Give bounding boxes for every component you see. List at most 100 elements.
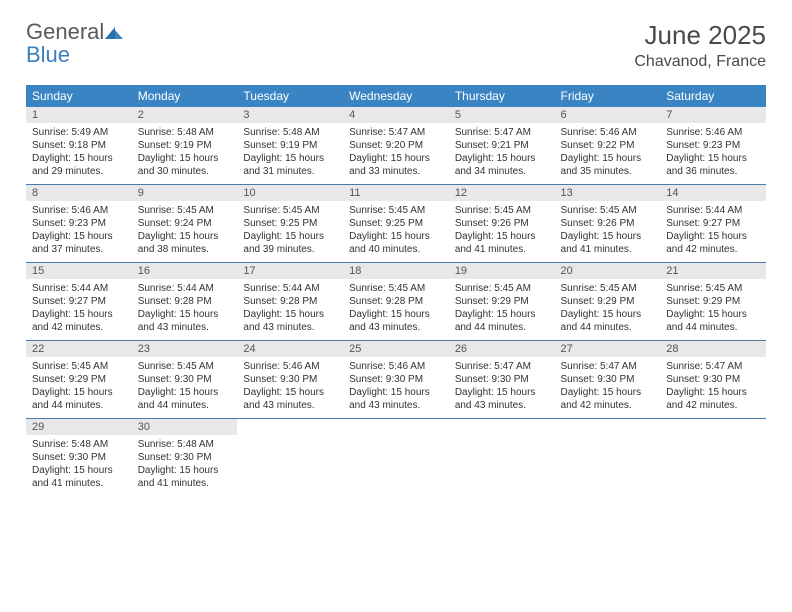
- calendar-cell: 5Sunrise: 5:47 AMSunset: 9:21 PMDaylight…: [449, 107, 555, 185]
- day-number: 5: [449, 107, 555, 123]
- day-body: Sunrise: 5:46 AMSunset: 9:23 PMDaylight:…: [26, 201, 132, 262]
- day-number: 16: [132, 263, 238, 279]
- logo-text-blue: Blue: [26, 42, 70, 67]
- calendar-cell: 28Sunrise: 5:47 AMSunset: 9:30 PMDayligh…: [660, 341, 766, 419]
- weekday-header-thursday: Thursday: [449, 85, 555, 107]
- calendar-cell: 30Sunrise: 5:48 AMSunset: 9:30 PMDayligh…: [132, 419, 238, 497]
- weekday-header-tuesday: Tuesday: [237, 85, 343, 107]
- calendar-cell: 15Sunrise: 5:44 AMSunset: 9:27 PMDayligh…: [26, 263, 132, 341]
- day-number: 7: [660, 107, 766, 123]
- calendar-cell: 26Sunrise: 5:47 AMSunset: 9:30 PMDayligh…: [449, 341, 555, 419]
- day-body: Sunrise: 5:44 AMSunset: 9:28 PMDaylight:…: [237, 279, 343, 340]
- day-number: 13: [555, 185, 661, 201]
- day-body: Sunrise: 5:46 AMSunset: 9:23 PMDaylight:…: [660, 123, 766, 184]
- day-body: Sunrise: 5:45 AMSunset: 9:25 PMDaylight:…: [343, 201, 449, 262]
- calendar-cell: ..: [555, 419, 661, 497]
- calendar-table: SundayMondayTuesdayWednesdayThursdayFrid…: [26, 85, 766, 496]
- day-number: 18: [343, 263, 449, 279]
- day-number: 21: [660, 263, 766, 279]
- day-body: Sunrise: 5:47 AMSunset: 9:21 PMDaylight:…: [449, 123, 555, 184]
- day-body: Sunrise: 5:46 AMSunset: 9:22 PMDaylight:…: [555, 123, 661, 184]
- day-number: 4: [343, 107, 449, 123]
- day-body: Sunrise: 5:45 AMSunset: 9:28 PMDaylight:…: [343, 279, 449, 340]
- day-number: 15: [26, 263, 132, 279]
- day-body: Sunrise: 5:45 AMSunset: 9:30 PMDaylight:…: [132, 357, 238, 418]
- day-body: Sunrise: 5:45 AMSunset: 9:29 PMDaylight:…: [449, 279, 555, 340]
- day-number: 17: [237, 263, 343, 279]
- day-body: Sunrise: 5:49 AMSunset: 9:18 PMDaylight:…: [26, 123, 132, 184]
- calendar-row: 29Sunrise: 5:48 AMSunset: 9:30 PMDayligh…: [26, 419, 766, 497]
- day-number: 8: [26, 185, 132, 201]
- calendar-cell: ..: [449, 419, 555, 497]
- day-body: Sunrise: 5:46 AMSunset: 9:30 PMDaylight:…: [343, 357, 449, 418]
- day-body: Sunrise: 5:45 AMSunset: 9:29 PMDaylight:…: [555, 279, 661, 340]
- weekday-header-row: SundayMondayTuesdayWednesdayThursdayFrid…: [26, 85, 766, 107]
- day-body: Sunrise: 5:48 AMSunset: 9:19 PMDaylight:…: [132, 123, 238, 184]
- day-body: Sunrise: 5:44 AMSunset: 9:28 PMDaylight:…: [132, 279, 238, 340]
- weekday-header-wednesday: Wednesday: [343, 85, 449, 107]
- day-body: Sunrise: 5:45 AMSunset: 9:26 PMDaylight:…: [555, 201, 661, 262]
- calendar-cell: 4Sunrise: 5:47 AMSunset: 9:20 PMDaylight…: [343, 107, 449, 185]
- day-number: 2: [132, 107, 238, 123]
- day-body: Sunrise: 5:47 AMSunset: 9:20 PMDaylight:…: [343, 123, 449, 184]
- calendar-cell: 22Sunrise: 5:45 AMSunset: 9:29 PMDayligh…: [26, 341, 132, 419]
- day-body: Sunrise: 5:48 AMSunset: 9:30 PMDaylight:…: [26, 435, 132, 496]
- day-number: 3: [237, 107, 343, 123]
- calendar-cell: 8Sunrise: 5:46 AMSunset: 9:23 PMDaylight…: [26, 185, 132, 263]
- calendar-cell: 10Sunrise: 5:45 AMSunset: 9:25 PMDayligh…: [237, 185, 343, 263]
- day-number: 6: [555, 107, 661, 123]
- day-number: 11: [343, 185, 449, 201]
- calendar-cell: ..: [237, 419, 343, 497]
- calendar-cell: 1Sunrise: 5:49 AMSunset: 9:18 PMDaylight…: [26, 107, 132, 185]
- day-body: Sunrise: 5:45 AMSunset: 9:24 PMDaylight:…: [132, 201, 238, 262]
- calendar-cell: 11Sunrise: 5:45 AMSunset: 9:25 PMDayligh…: [343, 185, 449, 263]
- logo-wave-icon: [105, 20, 123, 34]
- calendar-cell: 7Sunrise: 5:46 AMSunset: 9:23 PMDaylight…: [660, 107, 766, 185]
- day-number: 14: [660, 185, 766, 201]
- day-number: 23: [132, 341, 238, 357]
- day-number: 19: [449, 263, 555, 279]
- calendar-row: 1Sunrise: 5:49 AMSunset: 9:18 PMDaylight…: [26, 107, 766, 185]
- calendar-cell: 18Sunrise: 5:45 AMSunset: 9:28 PMDayligh…: [343, 263, 449, 341]
- day-body: Sunrise: 5:47 AMSunset: 9:30 PMDaylight:…: [449, 357, 555, 418]
- logo-text-general: General: [26, 19, 104, 44]
- calendar-body: 1Sunrise: 5:49 AMSunset: 9:18 PMDaylight…: [26, 107, 766, 496]
- calendar-cell: 2Sunrise: 5:48 AMSunset: 9:19 PMDaylight…: [132, 107, 238, 185]
- day-number: 30: [132, 419, 238, 435]
- calendar-cell: 20Sunrise: 5:45 AMSunset: 9:29 PMDayligh…: [555, 263, 661, 341]
- calendar-cell: 12Sunrise: 5:45 AMSunset: 9:26 PMDayligh…: [449, 185, 555, 263]
- weekday-header-saturday: Saturday: [660, 85, 766, 107]
- calendar-cell: 17Sunrise: 5:44 AMSunset: 9:28 PMDayligh…: [237, 263, 343, 341]
- day-number: 9: [132, 185, 238, 201]
- calendar-cell: ..: [343, 419, 449, 497]
- day-number: 28: [660, 341, 766, 357]
- day-number: 26: [449, 341, 555, 357]
- calendar-cell: 6Sunrise: 5:46 AMSunset: 9:22 PMDaylight…: [555, 107, 661, 185]
- weekday-header-friday: Friday: [555, 85, 661, 107]
- day-number: 25: [343, 341, 449, 357]
- day-number: 29: [26, 419, 132, 435]
- calendar-cell: 19Sunrise: 5:45 AMSunset: 9:29 PMDayligh…: [449, 263, 555, 341]
- calendar-cell: 24Sunrise: 5:46 AMSunset: 9:30 PMDayligh…: [237, 341, 343, 419]
- calendar-cell: 21Sunrise: 5:45 AMSunset: 9:29 PMDayligh…: [660, 263, 766, 341]
- logo: GeneralBlue: [26, 20, 123, 66]
- location-subtitle: Chavanod, France: [634, 53, 766, 71]
- day-number: 20: [555, 263, 661, 279]
- calendar-cell: 16Sunrise: 5:44 AMSunset: 9:28 PMDayligh…: [132, 263, 238, 341]
- day-body: Sunrise: 5:44 AMSunset: 9:27 PMDaylight:…: [660, 201, 766, 262]
- day-body: Sunrise: 5:47 AMSunset: 9:30 PMDaylight:…: [660, 357, 766, 418]
- day-body: Sunrise: 5:44 AMSunset: 9:27 PMDaylight:…: [26, 279, 132, 340]
- calendar-cell: 3Sunrise: 5:48 AMSunset: 9:19 PMDaylight…: [237, 107, 343, 185]
- calendar-cell: 27Sunrise: 5:47 AMSunset: 9:30 PMDayligh…: [555, 341, 661, 419]
- calendar-cell: 23Sunrise: 5:45 AMSunset: 9:30 PMDayligh…: [132, 341, 238, 419]
- day-number: 12: [449, 185, 555, 201]
- calendar-cell: ..: [660, 419, 766, 497]
- day-body: Sunrise: 5:45 AMSunset: 9:29 PMDaylight:…: [26, 357, 132, 418]
- weekday-header-sunday: Sunday: [26, 85, 132, 107]
- day-number: 24: [237, 341, 343, 357]
- calendar-cell: 14Sunrise: 5:44 AMSunset: 9:27 PMDayligh…: [660, 185, 766, 263]
- day-body: Sunrise: 5:45 AMSunset: 9:29 PMDaylight:…: [660, 279, 766, 340]
- day-number: 10: [237, 185, 343, 201]
- calendar-cell: 9Sunrise: 5:45 AMSunset: 9:24 PMDaylight…: [132, 185, 238, 263]
- day-number: 22: [26, 341, 132, 357]
